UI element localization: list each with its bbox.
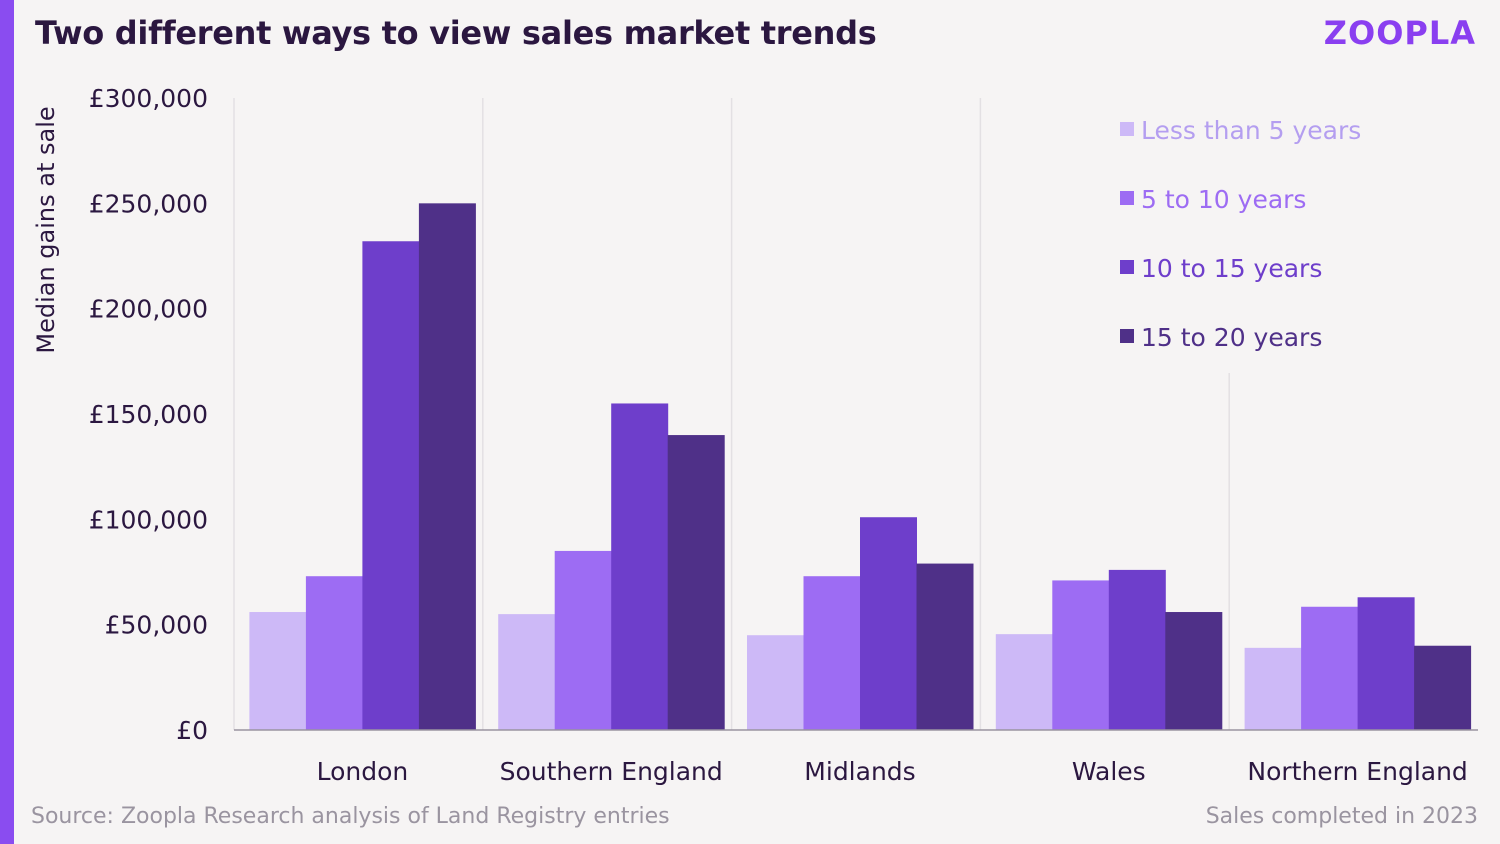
x-tick-label: Northern England bbox=[1247, 757, 1467, 786]
legend-swatch bbox=[1120, 329, 1134, 343]
bar bbox=[1301, 606, 1359, 730]
bar bbox=[249, 612, 307, 730]
x-tick-label: London bbox=[317, 757, 409, 786]
bar bbox=[305, 576, 363, 730]
y-tick-label: £100,000 bbox=[89, 505, 208, 534]
legend-label: 10 to 15 years bbox=[1141, 254, 1322, 283]
source-note: Source: Zoopla Research analysis of Land… bbox=[31, 804, 670, 829]
bar bbox=[916, 563, 974, 730]
bar bbox=[803, 576, 861, 730]
bar bbox=[1108, 569, 1166, 730]
bar bbox=[995, 634, 1053, 730]
bar bbox=[667, 435, 725, 730]
x-tick-label: Southern England bbox=[500, 757, 723, 786]
legend-label: Less than 5 years bbox=[1141, 116, 1361, 145]
bar bbox=[1052, 580, 1110, 730]
y-tick-label: £250,000 bbox=[89, 189, 208, 218]
x-tick-label: Wales bbox=[1072, 757, 1146, 786]
bar bbox=[1165, 612, 1223, 730]
zoopla-logo: ZOOPLA bbox=[1323, 14, 1476, 52]
y-tick-label: £200,000 bbox=[89, 295, 208, 324]
chart-title: Two different ways to view sales market … bbox=[35, 14, 877, 52]
y-tick-label: £50,000 bbox=[105, 611, 208, 640]
date-note: Sales completed in 2023 bbox=[1205, 804, 1478, 829]
legend-label: 15 to 20 years bbox=[1141, 323, 1322, 352]
legend-swatch bbox=[1120, 260, 1134, 274]
legend-swatch bbox=[1120, 122, 1134, 136]
bar bbox=[362, 241, 420, 730]
bar bbox=[498, 614, 556, 730]
bar bbox=[860, 517, 917, 730]
bar bbox=[747, 635, 804, 730]
bar bbox=[1357, 597, 1415, 730]
y-tick-label: £300,000 bbox=[89, 84, 208, 113]
bar bbox=[1414, 645, 1472, 730]
x-tick-label: Midlands bbox=[804, 757, 915, 786]
y-tick-label: £150,000 bbox=[89, 400, 208, 429]
accent-bar bbox=[0, 0, 14, 844]
bar bbox=[611, 403, 669, 730]
y-tick-label: £0 bbox=[176, 716, 208, 745]
legend-swatch bbox=[1120, 191, 1134, 205]
bar bbox=[418, 203, 476, 731]
bar bbox=[1244, 647, 1302, 730]
bar bbox=[554, 550, 612, 730]
legend-label: 5 to 10 years bbox=[1141, 185, 1306, 214]
